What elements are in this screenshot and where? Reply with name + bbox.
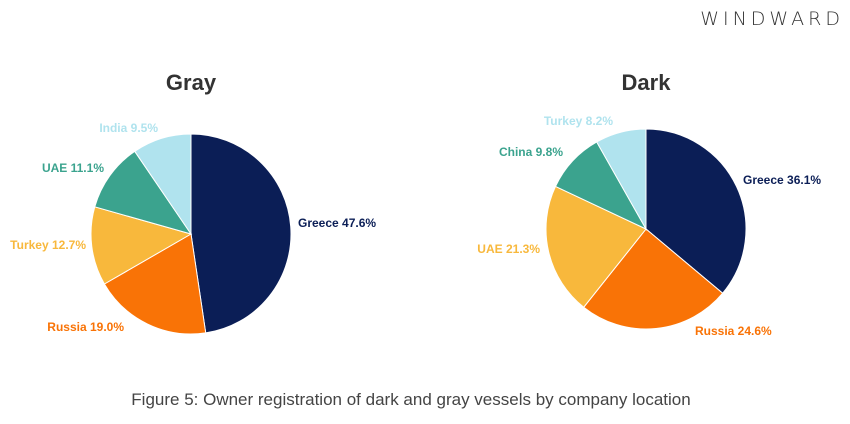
dark-chart-title: Dark: [622, 70, 672, 95]
gray-chart-title: Gray: [166, 70, 217, 95]
pie-slice-turkey: [596, 128, 647, 231]
slice-label-turkey: Turkey 8.2%: [544, 114, 613, 128]
windward-logo: WINDWARD: [700, 8, 844, 30]
slice-label-greece: Greece 47.6%: [298, 216, 376, 230]
pie-slice-russia: [583, 228, 724, 330]
slice-label-greece: Greece 36.1%: [743, 173, 821, 187]
pie-slice-turkey: [90, 206, 193, 285]
slice-label-turkey: Turkey 12.7%: [10, 238, 86, 252]
slice-label-russia: Russia 19.0%: [47, 320, 124, 334]
slice-label-uae: UAE 11.1%: [42, 161, 104, 175]
slice-label-uae: UAE 21.3%: [477, 242, 540, 256]
pie-slice-greece: [190, 133, 292, 334]
gray-pie: Greece 47.6% Russia 19.0% Turkey 12.7% UAE …: [10, 121, 376, 335]
figure-caption: Figure 5: Owner registration of dark and…: [131, 390, 691, 409]
slice-label-russia: Russia 24.6%: [695, 324, 772, 338]
pie-slice-india: [134, 133, 192, 236]
slice-label-india: India 9.5%: [99, 121, 158, 135]
pie-slice-greece: [645, 128, 747, 294]
pie-slice-uae: [94, 150, 193, 235]
dark-pie: Greece 36.1% Russia 24.6% UAE 21.3% China 9…: [477, 114, 821, 338]
pie-slice-uae: [545, 185, 647, 308]
slice-label-china: China 9.8%: [499, 145, 563, 159]
pie-slice-russia: [103, 233, 207, 335]
